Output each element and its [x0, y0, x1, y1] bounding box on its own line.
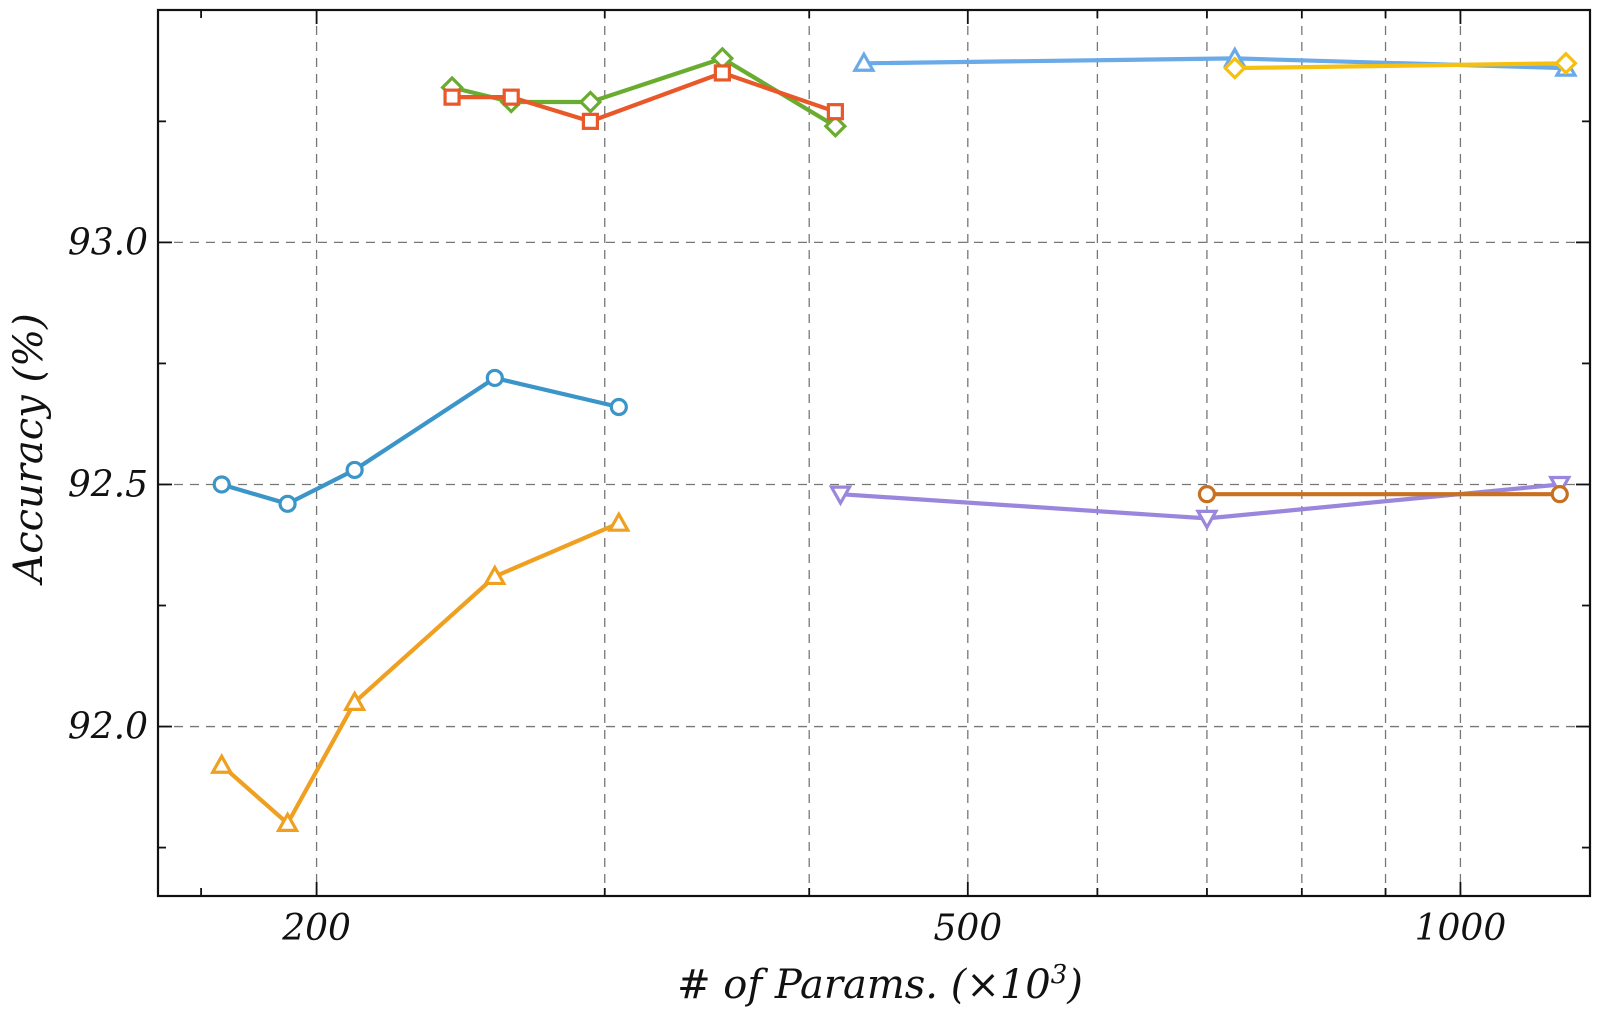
data-point [209, 753, 234, 774]
data-point [345, 460, 364, 480]
data-point [212, 475, 231, 494]
data-point [278, 494, 297, 513]
data-point [826, 103, 844, 121]
data-point [502, 88, 520, 106]
data-point [342, 690, 367, 711]
y-tick-label: 92.5 [68, 464, 148, 505]
plot-frame [156, 8, 1592, 898]
series-series-2 [209, 510, 631, 832]
y-axis-label: Accuracy (%) [6, 313, 52, 586]
axis-ticks [158, 10, 1590, 896]
data-point [443, 88, 461, 106]
data-series [209, 46, 1578, 832]
x-axis-label: # of Params. (×103) [677, 960, 1083, 1008]
series-series-1 [212, 368, 628, 513]
series-line [220, 521, 620, 826]
x-tick-label: 500 [933, 908, 1002, 949]
data-point [713, 64, 731, 82]
series-series-6 [1223, 51, 1578, 80]
data-point [1554, 51, 1578, 76]
data-point [578, 90, 603, 114]
series-series-4 [443, 64, 844, 130]
series-line [1234, 61, 1566, 71]
data-point [852, 50, 876, 72]
x-axis-label-superscript: 3 [1051, 960, 1068, 990]
data-point [483, 564, 507, 586]
x-axis-label-main: # of Params. (×10 [677, 962, 1051, 1008]
data-point [581, 112, 599, 130]
series-series-5 [852, 46, 1578, 77]
data-point [828, 485, 853, 507]
data-point [1223, 56, 1247, 80]
grid-lines [158, 10, 1590, 896]
series-series-8 [1197, 485, 1569, 504]
x-axis-label-close: ) [1066, 962, 1083, 1008]
x-tick-label: 1000 [1415, 908, 1507, 949]
data-point [275, 811, 300, 832]
x-tick-label: 200 [281, 908, 351, 949]
data-point [1195, 509, 1219, 531]
data-point [1197, 485, 1217, 504]
data-point [609, 397, 628, 417]
y-tick-label: 93.0 [68, 222, 148, 263]
tick-labels: 200 500 1000 92.0 92.5 93.0 [68, 222, 1506, 949]
y-tick-label: 92.0 [68, 707, 148, 748]
data-point [1550, 485, 1569, 504]
data-point [485, 368, 504, 388]
data-point [607, 510, 631, 532]
data-point [823, 114, 848, 138]
